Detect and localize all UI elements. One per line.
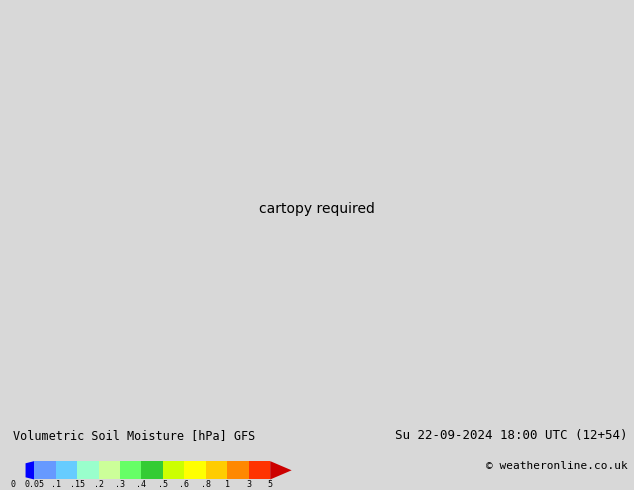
Text: © weatheronline.co.uk: © weatheronline.co.uk (486, 462, 628, 471)
Text: 1: 1 (225, 480, 230, 489)
Text: .3: .3 (115, 480, 125, 489)
Text: .2: .2 (93, 480, 103, 489)
Bar (77, 461, 98, 479)
Bar (98, 461, 120, 479)
Text: Volumetric Soil Moisture [hPa] GFS: Volumetric Soil Moisture [hPa] GFS (13, 429, 255, 442)
Text: 3: 3 (246, 480, 251, 489)
Bar (56, 461, 77, 479)
Bar (184, 461, 206, 479)
Text: 0: 0 (10, 480, 15, 489)
Bar (34, 461, 56, 479)
Text: 0.05: 0.05 (24, 480, 44, 489)
Text: .8: .8 (201, 480, 211, 489)
Bar (141, 461, 163, 479)
Text: cartopy required: cartopy required (259, 202, 375, 216)
Text: .5: .5 (158, 480, 168, 489)
Bar (120, 461, 141, 479)
Text: .1: .1 (51, 480, 61, 489)
Text: 5: 5 (268, 480, 273, 489)
Text: .15: .15 (70, 480, 84, 489)
Bar (249, 461, 270, 479)
Bar (206, 461, 227, 479)
Bar (163, 461, 184, 479)
Bar (227, 461, 249, 479)
Text: .6: .6 (179, 480, 190, 489)
Text: .4: .4 (136, 480, 146, 489)
Polygon shape (25, 461, 34, 479)
Text: Su 22-09-2024 18:00 UTC (12+54): Su 22-09-2024 18:00 UTC (12+54) (395, 429, 628, 442)
Polygon shape (270, 461, 292, 479)
